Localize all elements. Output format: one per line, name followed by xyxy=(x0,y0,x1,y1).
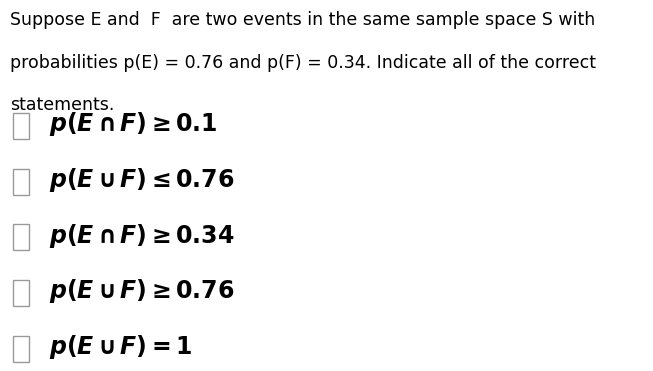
Text: statements.: statements. xyxy=(10,96,114,115)
Text: Suppose E and  F  are two events in the same sample space S with: Suppose E and F are two events in the sa… xyxy=(10,11,595,29)
Bar xyxy=(13,113,29,139)
Text: $\boldsymbol{p(E \cap F) \geq 0.1}$: $\boldsymbol{p(E \cap F) \geq 0.1}$ xyxy=(49,110,217,138)
Text: probabilities p(E) = 0.76 and p(F) = 0.34. Indicate all of the correct: probabilities p(E) = 0.76 and p(F) = 0.3… xyxy=(10,54,596,72)
Text: $\boldsymbol{p(E \cap F) \geq 0.34}$: $\boldsymbol{p(E \cap F) \geq 0.34}$ xyxy=(49,221,234,250)
Text: $\boldsymbol{p(E \cup F) \geq 0.76}$: $\boldsymbol{p(E \cup F) \geq 0.76}$ xyxy=(49,277,234,305)
Bar xyxy=(13,169,29,195)
Bar xyxy=(13,336,29,362)
Bar xyxy=(13,280,29,306)
Bar xyxy=(13,224,29,250)
Text: $\boldsymbol{p(E \cup F) = 1}$: $\boldsymbol{p(E \cup F) = 1}$ xyxy=(49,333,192,361)
Text: $\boldsymbol{p(E \cup F) \leq 0.76}$: $\boldsymbol{p(E \cup F) \leq 0.76}$ xyxy=(49,166,234,194)
